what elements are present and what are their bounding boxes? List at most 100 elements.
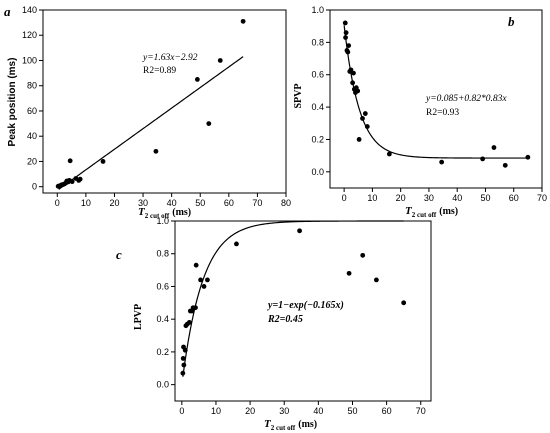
panel-c: c 0 10 20 30 40 50 60 70 0.0 0.2 0.4 0.6 0.8 1.0 LPV… — [116, 216, 432, 432]
data-point — [351, 70, 356, 76]
data-point — [100, 159, 106, 164]
y-tick-label: 60 — [27, 106, 37, 116]
x-tick-label: 10 — [81, 198, 91, 208]
panel-b-frame — [329, 9, 543, 189]
x-tick-label: 40 — [313, 406, 323, 416]
panel-a-frame — [42, 9, 287, 194]
panel-b-x-label: T2 cut off (ms) — [405, 205, 458, 219]
data-point — [67, 158, 73, 164]
x-tick-label: 80 — [281, 198, 291, 208]
data-point — [153, 148, 159, 154]
fit-line — [58, 56, 244, 190]
y-tick-label: 120 — [22, 30, 37, 40]
panel-b-points — [342, 20, 531, 168]
y-tick-label: 80 — [27, 81, 37, 91]
data-point — [525, 154, 531, 160]
data-point — [480, 156, 486, 162]
panel-b-y-ticks: 0.0 0.2 0.4 0.6 0.8 1.0 — [311, 5, 330, 177]
y-tick-label: 0.0 — [156, 380, 169, 390]
x-tick-label: 60 — [224, 198, 234, 208]
panel-a-y-ticks: 0 20 40 60 80 100 120 140 — [22, 5, 43, 192]
data-point — [182, 347, 188, 353]
panel-a-y-label: Peak position (ms) — [7, 58, 18, 147]
x-tick-label: 30 — [138, 198, 148, 208]
panel-a-equation: y=1.63x−2.92 — [142, 53, 198, 63]
x-tick-label: 60 — [509, 193, 519, 203]
data-point — [186, 320, 192, 325]
fit-line — [343, 25, 528, 159]
x-tick-label: 70 — [537, 193, 547, 203]
panel-b-equation: y=0.085+0.82*0.83x — [425, 94, 507, 104]
x-tick-label: 50 — [347, 406, 357, 416]
data-point — [240, 18, 246, 24]
x-tick-label: 0 — [342, 193, 347, 203]
x-tick-label: 30 — [279, 406, 289, 416]
y-tick-label: 20 — [27, 156, 37, 166]
data-point — [386, 151, 392, 157]
panel-a-letter: a — [4, 4, 11, 19]
panel-b-fit — [343, 25, 528, 159]
data-point — [181, 362, 187, 368]
data-point — [205, 277, 210, 283]
panel-c-x-ticks: 0 10 20 30 40 50 60 70 — [179, 401, 426, 416]
data-point — [180, 370, 186, 376]
data-point — [201, 284, 207, 289]
x-tick-label: 40 — [167, 198, 177, 208]
data-point — [356, 137, 362, 142]
data-point — [69, 179, 75, 185]
panel-c-y-label: LPVP — [133, 304, 144, 330]
y-tick-label: 0.4 — [311, 102, 324, 112]
panel-b-y-label: SPVP — [293, 84, 304, 109]
panel-b-r2: R2=0.93 — [426, 108, 459, 118]
panel-c-fit — [182, 220, 404, 377]
y-tick-label: 0.6 — [311, 70, 324, 80]
data-point — [206, 121, 212, 126]
panel-a-r2: R2=0.89 — [143, 66, 176, 76]
x-tick-label: 70 — [252, 198, 262, 208]
y-tick-label: 0.2 — [311, 134, 324, 144]
x-tick-label: 10 — [211, 406, 221, 416]
data-point — [346, 270, 352, 276]
data-point — [194, 77, 200, 82]
data-point — [77, 176, 83, 182]
x-tick-label: 30 — [424, 193, 434, 203]
panel-a-fit — [58, 56, 244, 190]
y-tick-label: 0.4 — [156, 314, 169, 324]
data-point — [193, 262, 199, 268]
x-tick-label: 20 — [245, 406, 255, 416]
y-tick-label: 1.0 — [311, 5, 324, 15]
data-point — [180, 356, 186, 361]
y-tick-label: 0 — [32, 182, 37, 192]
panel-c-frame — [174, 220, 432, 402]
data-point — [348, 67, 354, 73]
panel-c-equation: y=1−exp(−0.165x) — [267, 300, 344, 311]
y-tick-label: 100 — [22, 55, 37, 65]
data-point — [362, 111, 368, 116]
panel-a-x-label: T2 cut off (ms) — [138, 206, 191, 220]
x-tick-label: 10 — [367, 193, 377, 203]
x-tick-label: 70 — [416, 406, 426, 416]
data-point — [234, 241, 239, 247]
x-tick-label: 20 — [396, 193, 406, 203]
data-point — [343, 35, 348, 40]
y-tick-label: 0.8 — [311, 37, 324, 47]
data-point — [439, 159, 445, 165]
panel-c-letter: c — [116, 247, 122, 262]
data-point — [360, 252, 366, 258]
y-tick-label: 140 — [22, 5, 37, 15]
data-point — [355, 88, 361, 94]
data-point — [491, 145, 497, 150]
x-tick-label: 60 — [382, 406, 392, 416]
y-tick-label: 0.0 — [311, 167, 324, 177]
panel-b: b 0 10 20 30 40 50 60 70 0.0 0.2 0.4 0.6 0.8 1.0 SPV… — [293, 5, 547, 219]
panel-c-r2: R2=0.45 — [267, 314, 303, 325]
y-tick-label: 1.0 — [156, 216, 169, 226]
data-point — [343, 30, 349, 36]
x-tick-label: 40 — [452, 193, 462, 203]
panel-a: a 0 10 20 30 40 50 60 70 80 0 20 40 60 80 100 120 140 P… — [4, 4, 291, 220]
data-point — [342, 20, 348, 26]
data-point — [360, 116, 365, 121]
panel-c-x-label: T2 cut off (ms) — [264, 418, 317, 432]
y-tick-label: 0.2 — [156, 347, 169, 357]
